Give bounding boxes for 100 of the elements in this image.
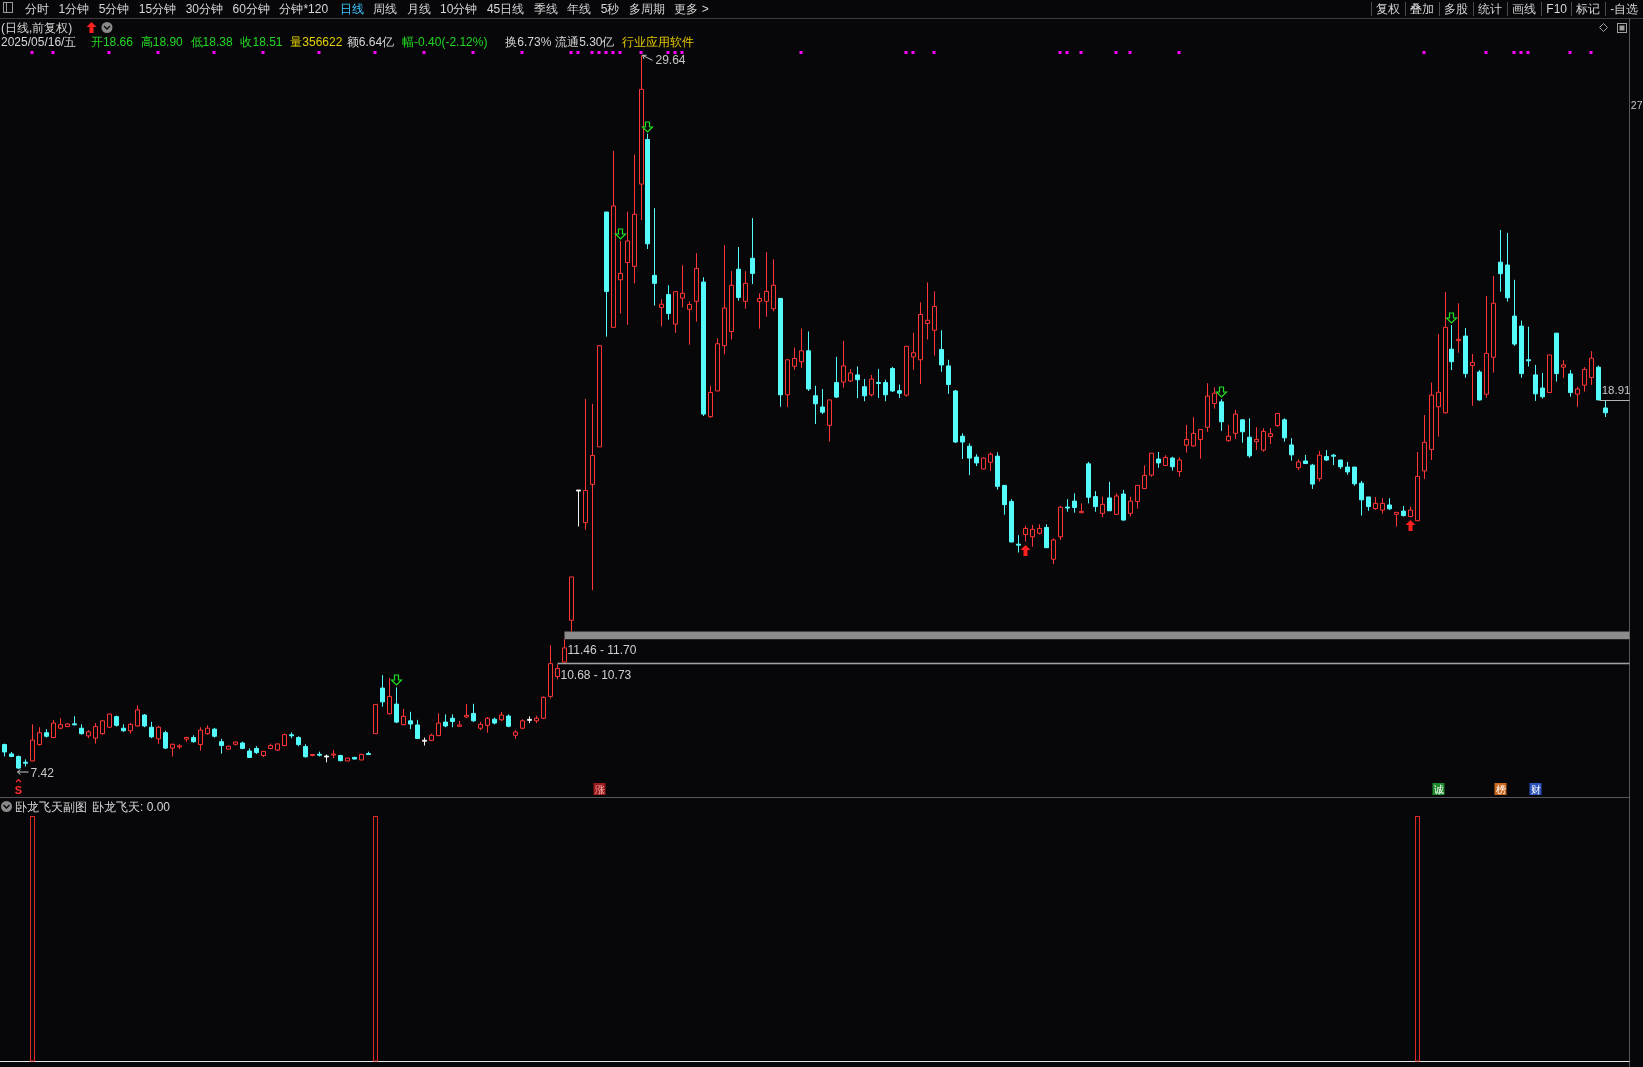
text: 2025/05/16/五 开18.66 高18.90 低18.38 收18.51 量356622 额6.64亿 幅-0.40(-2.12%) 换6.73% 流通5.30亿 行业应用软件 <box>1 35 695 49</box>
candlestick <box>1037 523 1042 536</box>
candlestick <box>9 751 14 758</box>
candlestick <box>1422 414 1427 480</box>
candlestick <box>23 758 28 767</box>
candlestick <box>198 726 203 752</box>
candlestick <box>939 329 944 373</box>
candlestick <box>722 244 727 355</box>
candlestick <box>848 368 853 383</box>
text: 1分钟 <box>58 1 90 16</box>
candlestick <box>1540 372 1545 400</box>
text: 画线 <box>1512 1 1537 16</box>
candlestick <box>1044 523 1049 549</box>
candlestick <box>240 741 245 750</box>
candlestick <box>743 270 748 310</box>
candlestick <box>366 751 371 756</box>
candlestick <box>1142 464 1147 490</box>
candlestick <box>659 298 664 327</box>
candlestick <box>792 347 797 371</box>
candlestick <box>37 726 42 747</box>
candlestick <box>65 722 70 728</box>
candlestick <box>625 211 630 326</box>
candlestick <box>506 713 511 728</box>
candlestick <box>876 368 881 399</box>
candlestick <box>1268 427 1273 445</box>
candlestick <box>156 725 161 745</box>
annotation: 7.42 <box>30 765 55 780</box>
candlestick <box>100 719 105 736</box>
candlestick <box>387 677 392 715</box>
candlestick <box>862 378 867 402</box>
candlestick <box>1463 327 1468 379</box>
candlestick <box>1582 366 1587 393</box>
candlestick <box>303 743 308 758</box>
candlestick <box>135 704 140 728</box>
candlestick <box>170 743 175 757</box>
candlestick <box>149 721 154 739</box>
candlestick <box>394 686 399 724</box>
candlestick <box>1163 454 1168 467</box>
candlestick <box>1128 496 1133 518</box>
candlestick <box>527 715 532 724</box>
candlestick <box>1191 416 1196 448</box>
candlestick <box>436 712 441 737</box>
candlestick <box>1240 418 1245 444</box>
candlestick <box>1331 453 1336 466</box>
candlestick <box>478 721 483 731</box>
candlestick <box>191 734 196 744</box>
candlestick <box>401 708 406 726</box>
candlestick <box>1443 291 1448 414</box>
candlestick <box>1429 382 1434 461</box>
text: 复权 <box>1376 1 1401 16</box>
candlestick <box>44 728 49 739</box>
candlestick <box>932 290 937 357</box>
candlestick <box>1289 437 1294 462</box>
candlestick <box>778 297 783 408</box>
candlestick <box>820 388 825 415</box>
candlestick <box>1415 451 1420 522</box>
candlestick <box>457 720 462 728</box>
candlestick <box>597 345 602 448</box>
candlestick <box>1387 497 1392 511</box>
candlestick <box>317 751 322 757</box>
candlestick <box>1366 496 1371 512</box>
candlestick <box>841 340 846 389</box>
candlestick <box>1198 428 1203 460</box>
candlestick <box>1184 424 1189 454</box>
candlestick <box>485 716 490 734</box>
candlestick <box>1275 412 1280 428</box>
text: 45日线 <box>486 1 525 16</box>
candlestick <box>1519 320 1524 379</box>
candlestick <box>701 276 706 417</box>
candlestick <box>618 240 623 315</box>
candlestick <box>1212 386 1217 410</box>
text: 标记 <box>1575 1 1601 16</box>
candlestick <box>338 754 343 762</box>
candlestick <box>995 451 1000 491</box>
candlestick <box>569 576 574 633</box>
candlestick <box>576 489 581 527</box>
candlestick <box>1352 466 1357 487</box>
text: 15分钟 <box>138 1 177 16</box>
candlestick <box>1401 505 1406 518</box>
text: 更多 > <box>674 1 709 16</box>
text: 5分钟 <box>98 1 130 16</box>
candlestick <box>415 719 420 740</box>
candlestick <box>275 743 280 752</box>
candlestick <box>981 456 986 470</box>
candlestick <box>799 328 804 369</box>
candlestick <box>1079 502 1084 514</box>
chart-title: 卧龙飞天副图 <box>15 800 87 814</box>
text: 叠加 <box>1410 1 1435 16</box>
candlestick <box>268 743 273 750</box>
candlestick <box>834 356 839 399</box>
candlestick <box>694 252 699 323</box>
candlestick <box>93 722 98 745</box>
candlestick <box>1233 409 1238 440</box>
candlestick <box>1226 424 1231 443</box>
candlestick <box>212 727 217 739</box>
candlestick <box>1456 302 1461 354</box>
candlestick <box>562 638 567 664</box>
candlestick <box>492 717 497 725</box>
candlestick <box>1065 498 1070 513</box>
annotation: 29.64 <box>655 53 686 68</box>
